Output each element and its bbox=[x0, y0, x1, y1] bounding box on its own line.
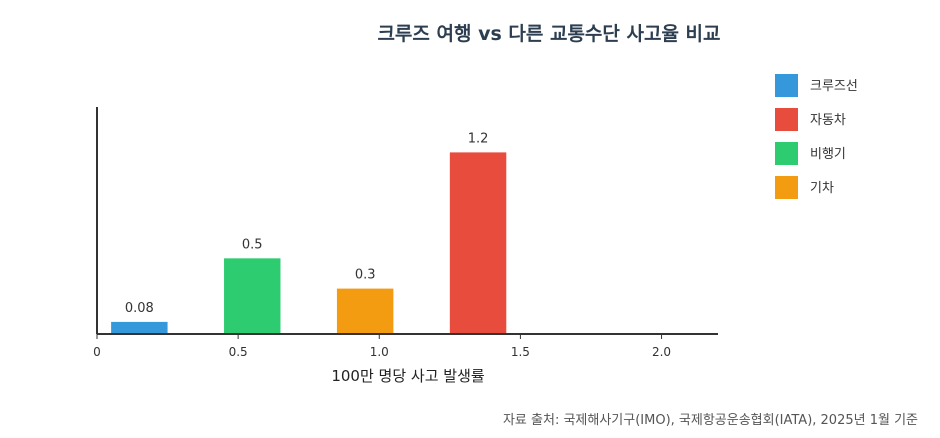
data-label-2: 0.3 bbox=[355, 268, 376, 283]
bar-3 bbox=[449, 152, 507, 334]
legend-label-2: 비행기 bbox=[810, 146, 846, 162]
data-label-0: 0.08 bbox=[125, 301, 154, 316]
x-axis-label: 100만 명당 사고 발생률 bbox=[331, 367, 485, 385]
x-tick-label-0: 0 bbox=[93, 345, 101, 359]
x-tick-label-3: 1.5 bbox=[511, 345, 530, 359]
x-tick-label-1: 0.5 bbox=[229, 345, 248, 359]
data-label-1: 0.5 bbox=[242, 237, 263, 252]
source-note: 자료 출처: 국제해사기구(IMO), 국제항공운송협회(IATA), 2025… bbox=[503, 413, 918, 428]
bar-1 bbox=[224, 258, 281, 334]
legend-swatch-2 bbox=[775, 142, 798, 165]
legend-label-3: 기차 bbox=[810, 181, 834, 196]
x-tick-label-4: 2.0 bbox=[652, 345, 671, 359]
bar-2 bbox=[336, 288, 394, 334]
legend-label-0: 크루즈선 bbox=[810, 79, 858, 94]
x-tick-label-2: 1.0 bbox=[370, 345, 389, 359]
data-label-3: 1.2 bbox=[468, 131, 489, 146]
legend-swatch-0 bbox=[775, 74, 798, 97]
bar-0 bbox=[111, 321, 168, 334]
legend-swatch-3 bbox=[775, 176, 798, 199]
legend-swatch-1 bbox=[775, 108, 798, 131]
legend-label-1: 자동차 bbox=[810, 113, 846, 128]
plot-area: 0.08 0.5 0.3 1.2 0 0.5 1.0 1.5 2.0 bbox=[93, 107, 718, 359]
chart-title: 크루즈 여행 vs 다른 교통수단 사고율 비교 bbox=[377, 23, 720, 45]
